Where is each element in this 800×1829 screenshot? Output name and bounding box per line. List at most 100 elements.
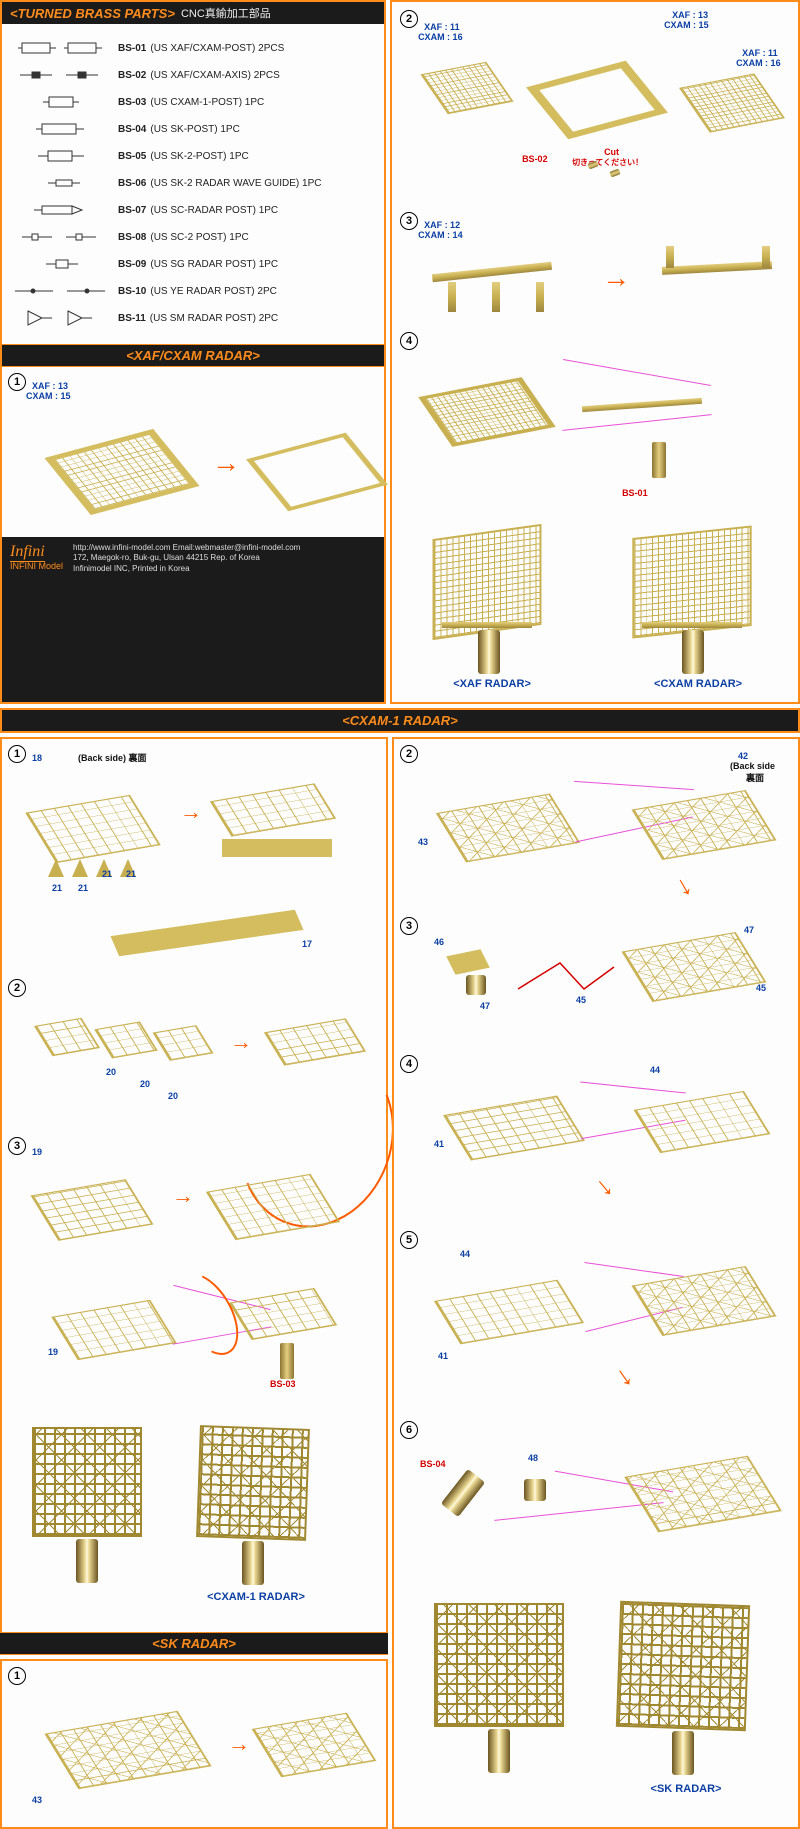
part-code: BS-04 [118,124,146,135]
part-desc: (US SM RADAR POST) 2PC [150,313,278,324]
sk-final-label: <SK RADAR> [626,1783,746,1795]
brass-cube [524,1479,546,1501]
part-desc: (US SC-RADAR POST) 1PC [150,205,278,216]
lbl: CXAM : 15 [664,20,709,30]
page-root: <TURNED BRASS PARTS> CNC真鍮加工部品 BS-01 (US… [0,0,800,1829]
brass-antenna-wire [44,429,199,515]
num: 19 [32,1147,42,1157]
parts-title-jp: CNC真鍮加工部品 [181,5,271,21]
arrow-icon: → [228,1731,250,1757]
post [76,1539,98,1583]
support-tri [48,859,64,877]
num: 17 [302,939,312,949]
part-row: BS-03 (US CXAM-1-POST) 1PC [8,91,378,113]
part-row: BS-01 (US XAF/CXAM-POST) 2PCS [8,37,378,59]
final-bar [442,622,532,628]
num: 44 [460,1249,470,1259]
guide [574,781,694,790]
lbl: XAF : 11 [742,48,778,58]
num: 43 [32,1795,42,1805]
final-post [478,630,500,674]
lbl: CXAM : 16 [736,58,781,68]
cut-label: Cut [604,147,619,157]
label-cxam15: CXAM : 15 [26,391,71,401]
post [280,1343,294,1379]
step-badge-2: 2 [400,10,418,28]
truss [25,795,161,863]
logo-block: Infini INFINI Model http://www.infini-mo… [2,537,384,582]
brass-leg [762,246,770,268]
part-row: BS-10 (US YE RADAR POST) 2PC [8,280,378,302]
mesh-asm [418,377,556,447]
brass-leg [492,282,500,312]
num: 43 [418,837,428,847]
truss [634,1091,771,1153]
top-left-column: <TURNED BRASS PARTS> CNC真鍮加工部品 BS-01 (US… [0,0,386,704]
parts-title-bar: <TURNED BRASS PARTS> CNC真鍮加工部品 [2,2,384,24]
lbl: XAF : 12 [424,220,460,230]
top-right-column: 2 XAF : 11 CXAM : 16 XAF : 13 CXAM : 15 … [390,0,800,704]
bracket-flat [446,949,490,974]
guide [584,1262,683,1277]
truss-bent [252,1713,377,1778]
num: 48 [528,1453,538,1463]
num: 47 [480,1001,490,1011]
sk-right-panel: 2 42 (Back side 裏面 43 → 3 46 47 45 47 [392,737,800,1829]
part-desc: (US XAF/CXAM-POST) 2PCS [150,43,284,54]
cxam1-final-label: <CXAM-1 RADAR> [196,1591,316,1603]
num: 20 [106,1067,116,1077]
lbl: CXAM : 14 [418,230,463,240]
back-label: (Back side [730,761,775,771]
top-row: <TURNED BRASS PARTS> CNC真鍮加工部品 BS-01 (US… [0,0,800,704]
num: 20 [168,1091,178,1101]
bs02-label: BS-02 [522,154,548,164]
guide-line [562,414,711,431]
num: 21 [102,869,112,879]
step-badge-3: 3 [400,212,418,230]
part-row: BS-06 (US SK-2 RADAR WAVE GUIDE) 1PC [8,172,378,194]
slotted-frame [110,910,303,956]
part-code: BS-01 [118,43,146,54]
support-tri [72,859,88,877]
truss [51,1300,176,1360]
bs03-label: BS-03 [270,1379,296,1389]
arrow-icon: → [230,1029,252,1055]
xaf-header: <XAF/CXAM RADAR> [2,344,384,367]
num: 18 [32,753,42,763]
post [652,442,666,478]
xaf-final-label: <XAF RADAR> [442,678,542,690]
cxam1-panel: 1 18 (Back side) 裏面 21 21 21 21 → 17 2 [0,737,388,1655]
brass-leg [536,282,544,312]
num: 41 [438,1351,448,1361]
truss [34,1018,100,1056]
sk-final-b [616,1601,750,1731]
brass-bar [432,262,552,282]
part-row: BS-09 (US SG RADAR POST) 1PC [8,253,378,275]
part-icon-bs11 [8,309,118,327]
post [672,1731,694,1775]
mid-left: 1 18 (Back side) 裏面 21 21 21 21 → 17 2 [0,737,388,1829]
truss [94,1021,158,1058]
part-desc: (US SK-2 RADAR WAVE GUIDE) 1PC [150,178,321,189]
part-icon-bs05 [8,148,118,164]
step-badge-1: 1 [8,373,26,391]
part-icon-bs07 [8,204,118,216]
brand-name: Infini [10,543,45,562]
part-code: BS-06 [118,178,146,189]
num: 21 [78,883,88,893]
arrow-icon: → [172,1183,194,1209]
num: 20 [140,1079,150,1089]
step-badge-4: 4 [400,332,418,350]
part-row: BS-11 (US SM RADAR POST) 2PC [8,307,378,329]
truss [624,1456,782,1533]
part-icon-bs01 [8,40,118,56]
part-code: BS-11 [118,313,146,324]
bs04-label: BS-04 [420,1459,446,1469]
arrow-icon: → [602,262,630,294]
mid-row: 1 18 (Back side) 裏面 21 21 21 21 → 17 2 [0,737,800,1829]
part-code: BS-10 [118,286,146,297]
sk-left-panel: 1 43 → [0,1659,388,1829]
truss [631,1266,776,1336]
footer-line: 172, Maegok-ro, Buk-gu, Ulsan 44215 Rep.… [73,553,300,563]
part-icon-bs03 [8,94,118,110]
